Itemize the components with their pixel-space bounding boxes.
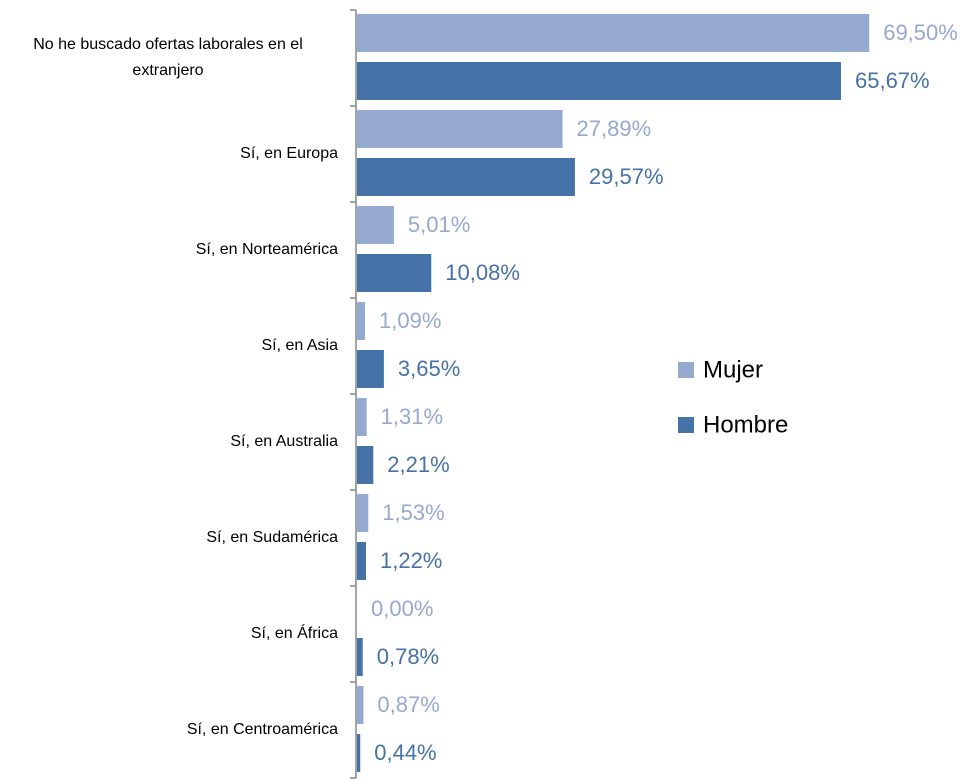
value-label: 2,21%: [387, 452, 449, 477]
category-label-text: Sí, en Norteamérica: [195, 241, 338, 258]
value-label: 1,53%: [382, 500, 444, 525]
category-label-text: Sí, en Centroamérica: [186, 721, 338, 738]
bar: [357, 542, 366, 580]
legend-label: Hombre: [703, 411, 788, 438]
value-label: 0,78%: [377, 644, 439, 669]
bar: [357, 254, 432, 292]
bar: [357, 14, 870, 52]
value-label: 10,08%: [445, 260, 520, 285]
category-label: Sí, en Centroamérica: [0, 717, 338, 743]
bar: [357, 638, 363, 676]
category-label-text: Sí, en Asia: [261, 337, 339, 354]
bar: [357, 686, 364, 724]
bar: [357, 302, 366, 340]
category-label: No he buscado ofertas laborales en el ex…: [0, 32, 338, 84]
value-label: 1,31%: [381, 404, 443, 429]
bar: [357, 398, 367, 436]
bar: [357, 206, 394, 244]
value-label: 29,57%: [589, 164, 664, 189]
bar: [357, 494, 369, 532]
bar: [357, 734, 361, 772]
value-label: 0,00%: [371, 596, 433, 621]
category-label-text: Sí, en Europa: [240, 145, 338, 162]
legend-swatch: [678, 362, 694, 378]
value-label: 1,22%: [380, 548, 442, 573]
value-label: 0,87%: [377, 692, 439, 717]
legend-label: Mujer: [703, 356, 763, 383]
category-label: Sí, en Asia: [0, 333, 339, 359]
legend-swatch: [678, 417, 694, 433]
value-label: 27,89%: [577, 116, 652, 141]
value-label: 1,09%: [379, 308, 441, 333]
category-label: Sí, en Australia: [0, 429, 338, 455]
bar: [357, 446, 374, 484]
value-label: 3,65%: [398, 356, 460, 381]
category-label-text: Sí, en África: [250, 625, 338, 642]
bar: [357, 158, 575, 196]
category-label: Sí, en África: [0, 621, 338, 647]
value-label: 0,44%: [374, 740, 436, 765]
bar: [357, 110, 563, 148]
category-label-text: No he buscado ofertas laborales en el ex…: [33, 36, 303, 79]
value-label: 69,50%: [883, 20, 958, 45]
category-label: Sí, en Norteamérica: [0, 237, 338, 263]
value-label: 65,67%: [855, 68, 930, 93]
category-label: Sí, en Sudamérica: [0, 525, 338, 551]
value-label: 5,01%: [408, 212, 470, 237]
bar: [357, 62, 841, 100]
category-label-text: Sí, en Australia: [230, 433, 338, 450]
bar: [357, 350, 384, 388]
category-label: Sí, en Europa: [0, 141, 338, 167]
category-label-text: Sí, en Sudamérica: [206, 529, 338, 546]
